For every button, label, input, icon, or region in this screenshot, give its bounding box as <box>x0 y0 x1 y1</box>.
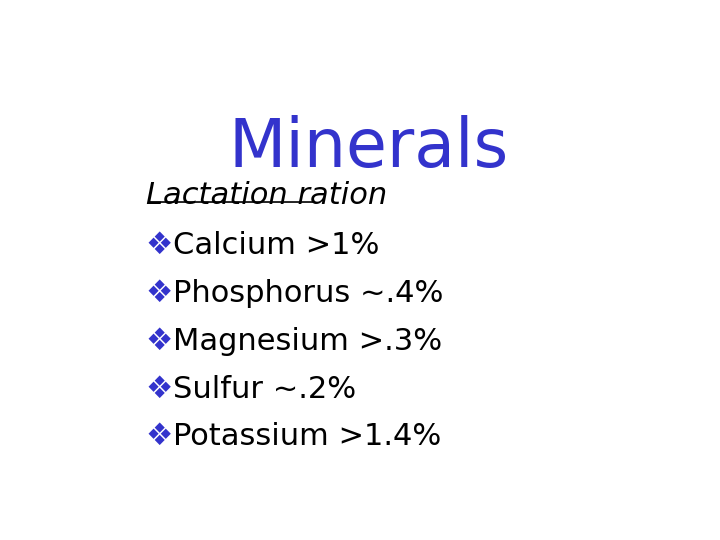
Text: Sulfur ~.2%: Sulfur ~.2% <box>173 375 356 403</box>
Text: ❖: ❖ <box>145 327 174 356</box>
Text: ❖: ❖ <box>145 231 174 260</box>
Text: Phosphorus ~.4%: Phosphorus ~.4% <box>173 279 443 308</box>
Text: Minerals: Minerals <box>229 114 509 181</box>
Text: Magnesium >.3%: Magnesium >.3% <box>173 327 441 356</box>
Text: Potassium >1.4%: Potassium >1.4% <box>173 422 441 451</box>
Text: ❖: ❖ <box>145 375 174 403</box>
Text: ❖: ❖ <box>145 422 174 451</box>
Text: ❖: ❖ <box>145 279 174 308</box>
Text: Lactation ration: Lactation ration <box>145 181 387 210</box>
Text: Calcium >1%: Calcium >1% <box>173 231 379 260</box>
